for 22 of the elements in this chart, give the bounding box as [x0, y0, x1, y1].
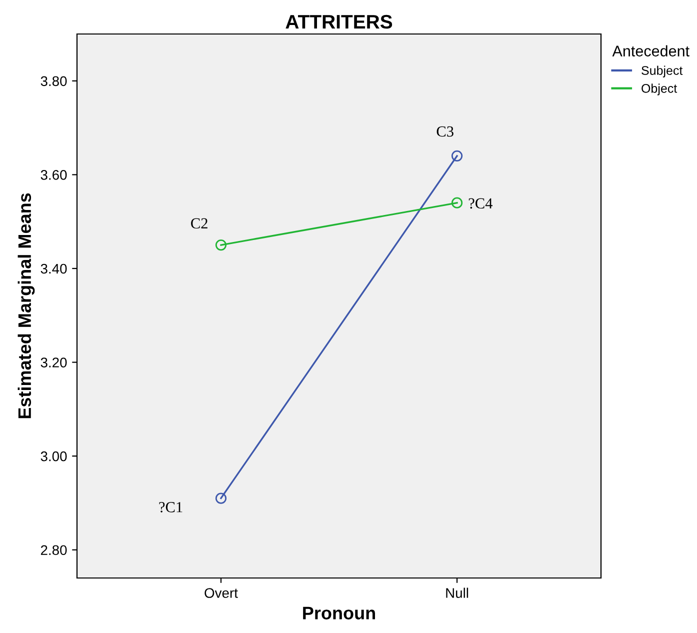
- y-tick-label: 3.80: [40, 76, 67, 86]
- point: [451, 197, 463, 208]
- point: [215, 492, 227, 504]
- y-tick-label: 3.40: [40, 264, 67, 274]
- legend-title: Antecedent: [612, 45, 690, 56]
- annotation: C3: [436, 126, 454, 137]
- x-axis-title: Pronoun: [303, 606, 375, 620]
- x-tick-label: Overt: [204, 588, 238, 598]
- annotation: ?C4: [468, 198, 492, 209]
- y-tick-label: 3.00: [40, 451, 67, 462]
- y-tick-label: 2.80: [40, 545, 67, 556]
- point: [451, 150, 463, 162]
- y-axis-title: Estimated Marginal Means: [18, 193, 35, 418]
- point: [215, 239, 227, 251]
- y-tick-label: 3.60: [40, 170, 67, 180]
- annotation: C2: [191, 218, 208, 229]
- legend-label: Subject: [642, 66, 683, 78]
- x-tick-label: Null: [446, 588, 468, 598]
- legend-label: Object: [642, 84, 678, 96]
- y-tick-label: 3.20: [40, 358, 67, 368]
- chart-title: ATTRITERS: [286, 14, 392, 29]
- annotation: ?C1: [159, 502, 182, 512]
